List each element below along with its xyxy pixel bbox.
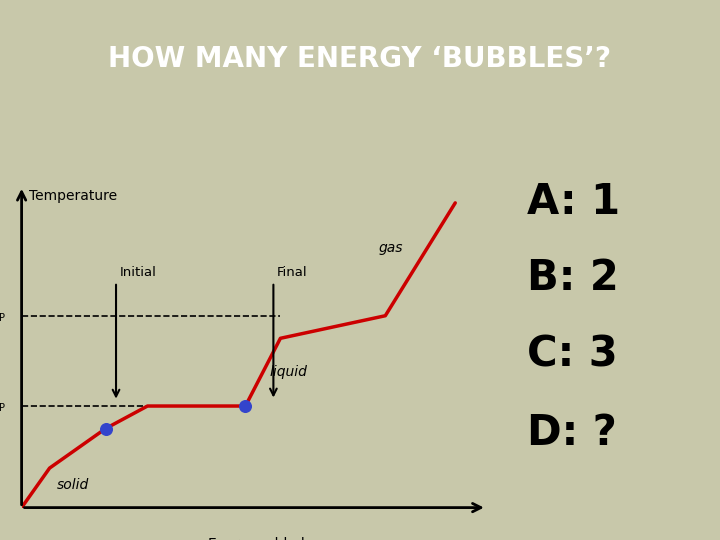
Text: C: 3: C: 3 bbox=[527, 333, 618, 375]
Text: T$_{\mathsf{BP}}$: T$_{\mathsf{BP}}$ bbox=[0, 308, 6, 324]
Text: D: ?: D: ? bbox=[527, 412, 617, 454]
Text: gas: gas bbox=[378, 241, 402, 255]
Text: liquid: liquid bbox=[270, 365, 307, 379]
Point bbox=[100, 424, 112, 433]
Text: solid: solid bbox=[57, 478, 89, 492]
Text: A: 1: A: 1 bbox=[527, 181, 621, 224]
Text: HOW MANY ENERGY ‘BUBBLES’?: HOW MANY ENERGY ‘BUBBLES’? bbox=[109, 45, 611, 72]
Text: Final: Final bbox=[277, 266, 307, 279]
Text: Temperature: Temperature bbox=[29, 190, 117, 204]
Text: Initial: Initial bbox=[120, 266, 156, 279]
Text: T$_{\mathsf{MP}}$: T$_{\mathsf{MP}}$ bbox=[0, 398, 6, 414]
Text: Energy added: Energy added bbox=[208, 537, 305, 540]
Point bbox=[240, 402, 251, 410]
Text: B: 2: B: 2 bbox=[527, 257, 619, 299]
